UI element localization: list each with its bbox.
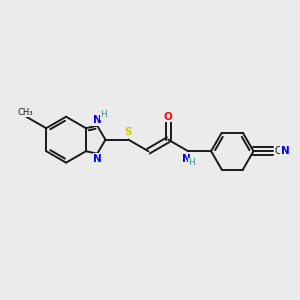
Text: N: N (182, 154, 191, 164)
Text: N: N (93, 154, 102, 164)
Text: N: N (93, 115, 102, 125)
Text: O: O (164, 112, 172, 122)
Text: C: C (275, 146, 282, 156)
Text: S: S (124, 127, 132, 137)
Text: H: H (100, 110, 107, 119)
Text: N: N (281, 146, 290, 156)
Text: CH₃: CH₃ (17, 108, 33, 117)
Text: H: H (188, 158, 195, 167)
